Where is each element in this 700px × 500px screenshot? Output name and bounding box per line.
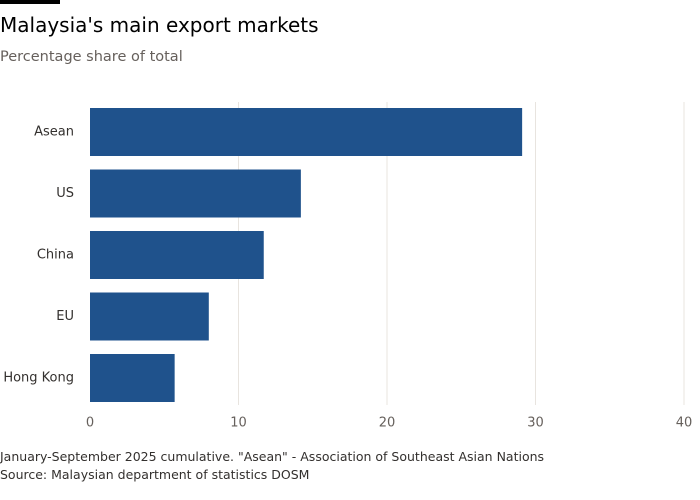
bar-chart: 0 10 20 30 40 Asean US China EU Hong Kong [3,102,693,431]
header-accent-bar [0,0,60,4]
category-label-asean: Asean [34,125,74,140]
category-label-hong-kong: Hong Kong [3,371,74,386]
category-label-china: China [37,248,74,263]
bar-us [90,169,301,218]
bar-hong-kong [90,354,175,402]
category-label-us: US [56,186,74,201]
bar-china [90,231,264,279]
bar-asean [90,108,523,156]
category-label-eu: EU [56,309,74,324]
x-tick-label-1: 10 [230,416,247,431]
chart-note: January-September 2025 cumulative. "Asea… [0,449,545,464]
bar-eu [90,292,209,341]
x-tick-label-0: 0 [86,416,94,431]
x-tick-label-4: 40 [676,416,693,431]
x-tick-label-2: 20 [379,416,396,431]
chart-title: Malaysia's main export markets [0,13,319,37]
x-tick-label-3: 30 [527,416,544,431]
chart-subtitle: Percentage share of total [0,49,183,65]
chart-source: Source: Malaysian department of statisti… [0,467,310,482]
